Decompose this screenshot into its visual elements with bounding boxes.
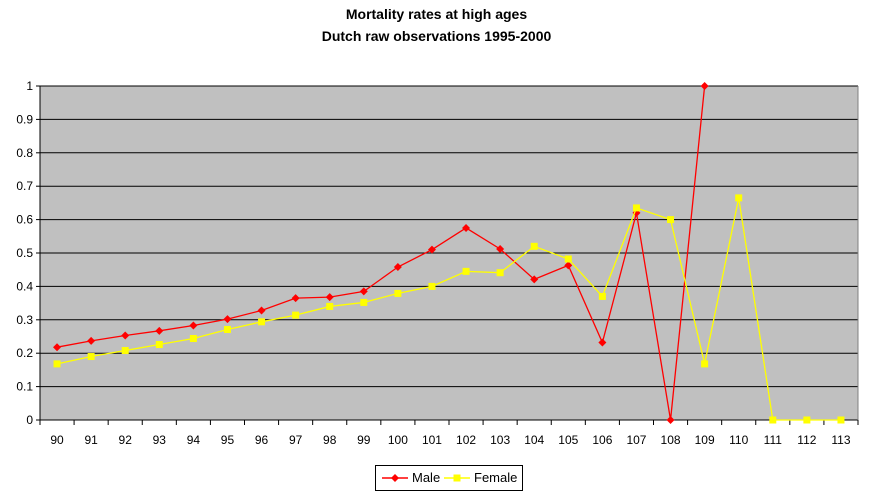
x-tick-label-91: 91 [84, 433, 98, 447]
point-female-103 [496, 269, 504, 277]
point-male-92 [121, 331, 130, 340]
point-male-90 [53, 343, 62, 352]
x-tick-label-96: 96 [255, 433, 269, 447]
point-male-95 [223, 315, 232, 324]
point-male-102 [462, 223, 471, 232]
x-tick-label-109: 109 [695, 433, 715, 447]
point-female-96 [258, 318, 266, 326]
x-tick-label-93: 93 [153, 433, 167, 447]
point-male-91 [87, 336, 96, 345]
point-female-101 [428, 282, 436, 290]
x-tick-label-110: 110 [729, 433, 748, 447]
x-tick-label-99: 99 [357, 433, 371, 447]
x-tick-label-104: 104 [524, 433, 544, 447]
point-female-105 [564, 255, 572, 263]
point-female-95 [223, 325, 231, 333]
legend-swatch-female [444, 474, 470, 482]
legend-label-female: Female [474, 470, 518, 485]
x-tick-label-97: 97 [289, 433, 303, 447]
legend-item-male: Male [380, 466, 450, 490]
point-male-96 [257, 306, 266, 315]
point-female-98 [326, 302, 334, 310]
chart-title: Mortality rates at high ages [345, 6, 528, 22]
chart-legend: Male Female [375, 465, 523, 491]
point-male-93 [155, 326, 164, 335]
point-female-94 [189, 335, 197, 343]
y-tick-label-0.4: 0.4 [16, 279, 33, 293]
x-tick-label-112: 112 [797, 433, 816, 447]
x-tick-label-108: 108 [661, 433, 681, 447]
legend-swatch-male [382, 474, 408, 482]
point-female-107 [632, 204, 640, 212]
point-female-97 [292, 311, 300, 319]
x-tick-label-92: 92 [119, 433, 133, 447]
y-tick-label-0.5: 0.5 [16, 246, 33, 260]
point-female-99 [360, 298, 368, 306]
point-male-98 [325, 293, 334, 302]
x-tick-label-95: 95 [221, 433, 235, 447]
point-male-108 [666, 416, 675, 424]
point-female-92 [121, 347, 129, 355]
x-tick-label-113: 113 [831, 433, 850, 447]
point-female-113 [837, 416, 845, 424]
point-female-93 [155, 341, 163, 349]
point-female-100 [394, 289, 402, 297]
legend-item-female: Female [442, 466, 522, 490]
point-female-91 [87, 353, 95, 361]
point-male-105 [564, 261, 573, 270]
x-tick-label-90: 90 [50, 433, 64, 447]
point-male-99 [359, 287, 368, 296]
point-female-112 [803, 416, 811, 424]
point-female-90 [53, 360, 61, 368]
point-female-111 [769, 416, 777, 424]
point-female-102 [462, 267, 470, 275]
y-tick-label-0.8: 0.8 [16, 146, 33, 160]
x-tick-label-111: 111 [764, 433, 783, 447]
y-tick-label-0.9: 0.9 [16, 112, 33, 126]
point-male-109 [700, 82, 709, 90]
point-male-103 [496, 244, 505, 253]
x-tick-label-101: 101 [422, 433, 442, 447]
point-male-94 [189, 321, 198, 330]
point-female-109 [701, 360, 709, 368]
series-line-male [56, 85, 706, 421]
y-tick-label-0.2: 0.2 [16, 346, 33, 360]
x-tick-label-107: 107 [626, 433, 646, 447]
y-tick-label-0.7: 0.7 [16, 179, 33, 193]
point-male-101 [427, 245, 436, 254]
series-line-female [56, 197, 841, 421]
point-male-97 [291, 294, 300, 303]
legend-label-male: Male [412, 470, 441, 485]
point-female-106 [598, 292, 606, 300]
y-tick-label-1: 1 [26, 79, 33, 93]
x-tick-label-94: 94 [187, 433, 201, 447]
x-tick-label-98: 98 [323, 433, 337, 447]
x-tick-label-105: 105 [558, 433, 578, 447]
point-female-104 [530, 242, 538, 250]
y-tick-label-0.3: 0.3 [16, 313, 33, 327]
point-male-100 [393, 263, 402, 272]
y-tick-label-0.6: 0.6 [16, 213, 33, 227]
x-tick-label-106: 106 [592, 433, 612, 447]
y-tick-label-0: 0 [26, 413, 33, 427]
point-male-104 [530, 275, 539, 284]
chart-subtitle: Dutch raw observations 1995-2000 [321, 28, 552, 44]
y-tick-label-0.1: 0.1 [16, 380, 33, 394]
x-tick-label-103: 103 [490, 433, 510, 447]
x-tick-label-100: 100 [388, 433, 408, 447]
point-female-108 [667, 216, 675, 224]
point-male-106 [598, 338, 607, 347]
point-female-110 [735, 194, 743, 202]
x-tick-label-102: 102 [456, 433, 476, 447]
